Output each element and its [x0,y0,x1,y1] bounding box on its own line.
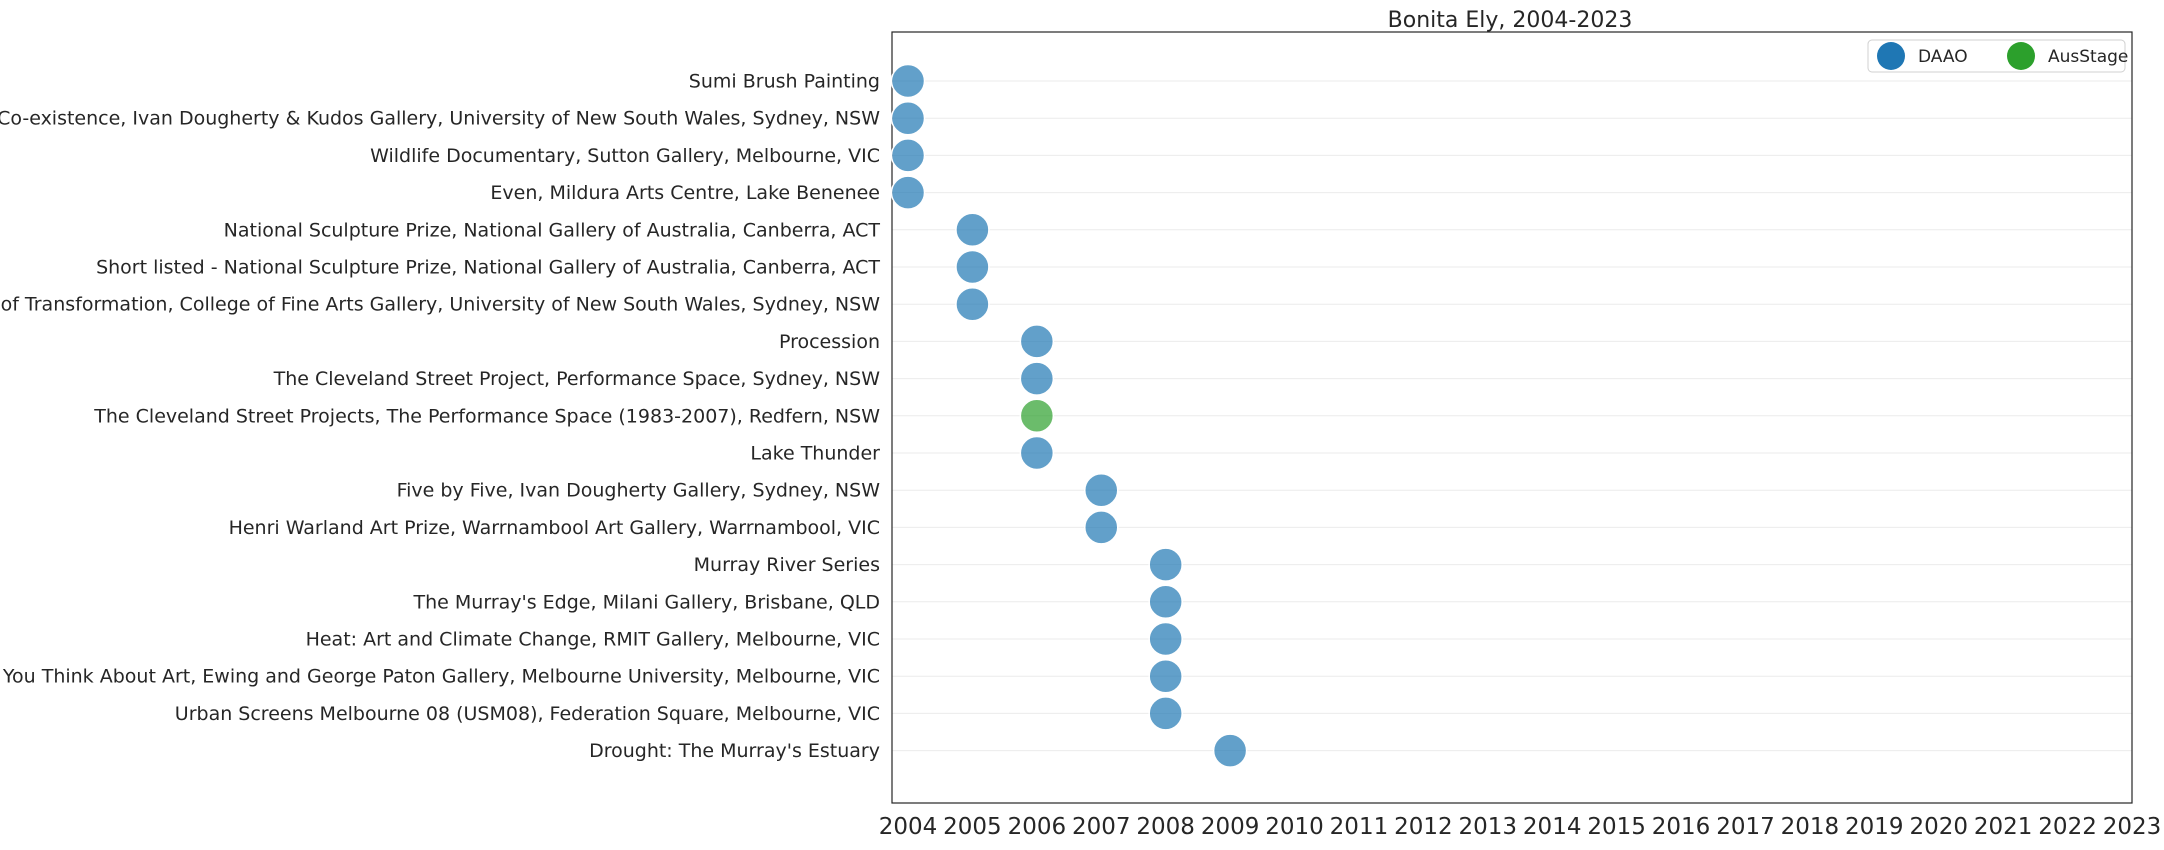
data-point [890,138,926,173]
data-point [1148,584,1183,620]
x-tick-label: 2006 [1008,814,1067,840]
x-tick-label: 2017 [1716,814,1775,840]
x-tick-label: 2016 [1652,814,1711,840]
legend-label: DAAO [1918,47,1968,67]
y-tick-label: Short listed - National Sculpture Prize,… [96,257,880,279]
y-tick-label: Lake Thunder [750,443,880,465]
x-tick-label: 2023 [2103,814,2162,840]
x-tick-label: 2010 [1265,814,1324,840]
x-tick-label: 2022 [2038,814,2097,840]
data-point [1084,510,1119,545]
data-points [890,63,1248,768]
x-tick-label: 2012 [1394,814,1453,840]
data-point [1148,696,1183,731]
legend: DAAO AusStage [1867,39,2128,73]
x-tick-label: 2015 [1587,814,1646,840]
legend-marker [2007,42,2035,70]
x-tick-label: 2021 [1974,814,2033,840]
y-tick-label: Sumi Brush Painting [689,71,880,93]
legend-label: AusStage [2048,47,2128,67]
x-tick-label: 2013 [1459,814,1518,840]
data-point [955,286,990,322]
y-tick-label: Heat: Art and Climate Change, RMIT Galle… [306,629,880,651]
y-tick-label: Urban Screens Melbourne 08 (USM08), Fede… [175,703,880,725]
y-tick-label: Wildlife Documentary, Sutton Gallery, Me… [370,145,880,167]
x-tick-labels: 2004 2005 2006 2007 2008 2009 2010 2011 2012 2013… [879,814,2162,840]
data-point [1148,547,1183,582]
y-tick-label: The Murray's Edge, Milani Gallery, Brisb… [413,591,880,613]
x-tick-label: 2020 [1909,814,1968,840]
x-tick-label: 2014 [1523,814,1582,840]
x-tick-label: 2005 [943,814,1002,840]
y-tick-label: States of Transformation, College of Fin… [0,294,880,316]
plot-frame [891,31,2133,804]
data-point [1019,435,1055,471]
data-point [955,249,990,285]
data-point [1084,472,1119,508]
y-tick-label: When You Think About Art, Ewing and Geor… [0,666,880,688]
data-point [1212,733,1248,768]
x-tick-label: 2018 [1781,814,1840,840]
data-point [1148,621,1183,657]
y-tick-label: Co-existence, Ivan Dougherty & Kudos Gal… [0,108,880,130]
y-tick-label: National Sculpture Prize, National Galle… [224,219,881,241]
x-tick-label: 2007 [1072,814,1131,840]
x-tick-label: 2011 [1330,814,1389,840]
data-point [1019,398,1055,434]
data-point [890,63,926,99]
x-tick-label: 2004 [879,814,938,840]
data-point [1148,658,1183,694]
y-tick-label: Drought: The Murray's Estuary [589,740,880,762]
y-tick-label: Henri Warland Art Prize, Warrnambool Art… [229,517,880,539]
x-tick-label: 2019 [1845,814,1904,840]
legend-box [1867,39,2126,73]
y-tick-labels: Sumi Brush Painting Co-existence, Ivan Do… [0,71,880,763]
x-tick-label: 2009 [1201,814,1260,840]
data-point [955,212,990,248]
data-point [890,100,926,136]
y-tick-label: The Cleveland Street Project, Performanc… [273,368,881,390]
y-tick-label: Murray River Series [694,554,880,576]
y-tick-label: Procession [779,331,880,353]
y-tick-label: The Cleveland Street Projects, The Perfo… [93,405,880,427]
data-point [1019,324,1055,359]
y-tick-label: Even, Mildura Arts Centre, Lake Benenee [490,182,880,204]
data-point [1019,361,1055,396]
legend-marker [1877,42,1905,70]
x-tick-label: 2008 [1136,814,1195,840]
chart-title: Bonita Ely, 2004-2023 [1388,8,1633,33]
y-tick-label: Five by Five, Ivan Dougherty Gallery, Sy… [397,480,881,502]
data-point [890,175,926,210]
grid-lines [892,80,2132,752]
